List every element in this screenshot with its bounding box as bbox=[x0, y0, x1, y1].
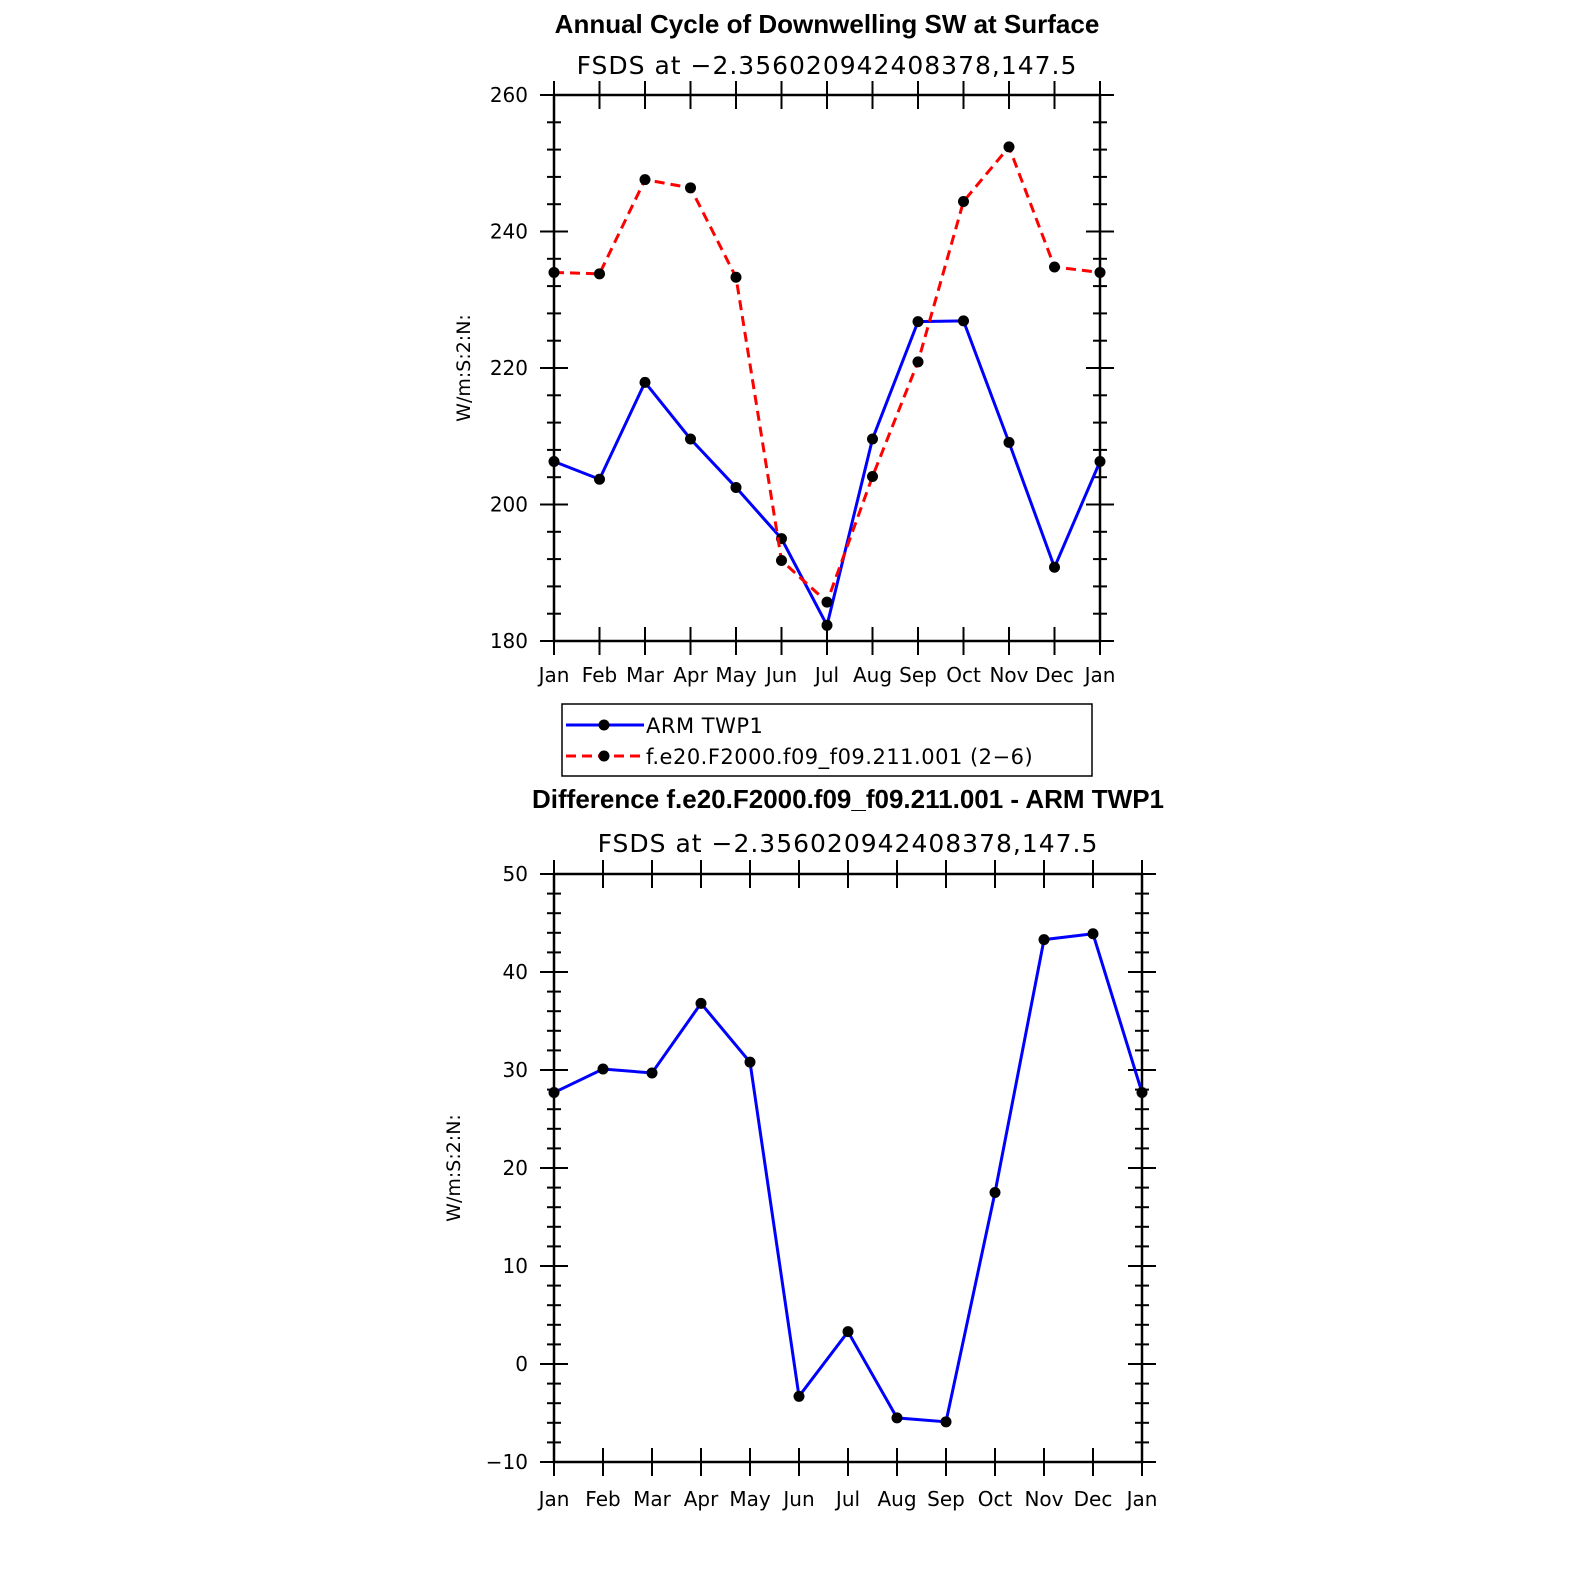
x-tick-label: Jul bbox=[813, 663, 839, 687]
plot-frame bbox=[552, 872, 1144, 1464]
x-tick-label: Apr bbox=[684, 1487, 719, 1511]
data-point bbox=[1049, 261, 1060, 273]
x-tick-label: Nov bbox=[989, 663, 1028, 687]
data-point bbox=[639, 174, 651, 186]
data-point bbox=[793, 1390, 805, 1402]
x-tick-label: Apr bbox=[673, 663, 708, 687]
data-point bbox=[912, 316, 924, 328]
data-point bbox=[1003, 436, 1015, 448]
data-point bbox=[1094, 456, 1106, 468]
y-tick-label: 0 bbox=[515, 1352, 528, 1376]
data-point bbox=[685, 433, 696, 445]
x-tick-label: May bbox=[729, 1487, 771, 1511]
data-point bbox=[1136, 1087, 1148, 1099]
x-tick-label: Feb bbox=[585, 1487, 620, 1511]
y-tick-label: 30 bbox=[503, 1058, 528, 1082]
x-tick-label: Mar bbox=[633, 1487, 672, 1511]
series-line-2 bbox=[553, 143, 1101, 605]
y-tick-label: 10 bbox=[503, 1254, 528, 1278]
y-axis-label: W/m:S:2:N: bbox=[443, 1114, 465, 1222]
x-tick-label: Oct bbox=[978, 1487, 1013, 1511]
x-tick-label: Nov bbox=[1024, 1487, 1063, 1511]
x-tick-label: Jan bbox=[1083, 663, 1116, 687]
data-point bbox=[989, 1187, 1001, 1198]
data-point bbox=[548, 266, 560, 278]
data-point bbox=[685, 182, 696, 194]
data-point bbox=[891, 1412, 903, 1424]
data-point bbox=[730, 271, 742, 283]
data-point bbox=[958, 315, 969, 327]
legend-swatch-marker bbox=[598, 719, 610, 731]
data-point bbox=[821, 619, 833, 631]
data-point bbox=[1038, 934, 1050, 946]
x-tick-label: Feb bbox=[582, 663, 617, 687]
y-tick-label: 50 bbox=[503, 862, 528, 886]
chart-title: Annual Cycle of Downwelling SW at Surfac… bbox=[555, 9, 1100, 39]
data-point bbox=[695, 997, 707, 1009]
x-tick-label: Aug bbox=[877, 1487, 916, 1511]
y-tick-label: 220 bbox=[490, 356, 528, 380]
plot-frame bbox=[552, 93, 1102, 643]
x-tick-label: Oct bbox=[946, 663, 981, 687]
data-point bbox=[597, 1063, 609, 1075]
x-tick-label: Dec bbox=[1035, 663, 1074, 687]
y-axis-label: W/m:S:2:N: bbox=[453, 314, 475, 422]
chart-subtitle: FSDS at −2.356020942408378,147.5 bbox=[577, 51, 1078, 80]
data-point bbox=[594, 268, 605, 280]
data-point bbox=[1003, 141, 1015, 153]
data-point bbox=[1094, 266, 1106, 278]
x-tick-label: Jul bbox=[834, 1487, 860, 1511]
x-tick-label: May bbox=[715, 663, 757, 687]
data-point bbox=[639, 376, 651, 388]
x-tick-label: Jun bbox=[781, 1487, 814, 1511]
data-point bbox=[1049, 561, 1060, 573]
x-tick-label: Jan bbox=[1125, 1487, 1158, 1511]
chart-1: Annual Cycle of Downwelling SW at Surfac… bbox=[453, 9, 1115, 687]
y-tick-label: 40 bbox=[503, 960, 528, 984]
chart-title: Difference f.e20.F2000.f09_f09.211.001 -… bbox=[532, 784, 1164, 814]
data-point bbox=[867, 433, 878, 445]
data-point bbox=[958, 195, 969, 207]
data-point bbox=[744, 1056, 756, 1068]
x-tick-label: Jan bbox=[537, 663, 570, 687]
y-tick-label: 20 bbox=[503, 1156, 528, 1180]
data-point bbox=[594, 473, 605, 485]
x-tick-label: Dec bbox=[1074, 1487, 1113, 1511]
y-tick-label: 180 bbox=[490, 629, 528, 653]
legend-swatch-marker bbox=[598, 750, 610, 762]
data-point bbox=[646, 1067, 658, 1079]
x-tick-label: Mar bbox=[626, 663, 665, 687]
legend-box bbox=[561, 703, 1093, 777]
data-point bbox=[548, 1087, 560, 1099]
x-tick-label: Jun bbox=[764, 663, 797, 687]
series-line-1 bbox=[553, 319, 1102, 630]
x-tick-label: Sep bbox=[927, 1487, 965, 1511]
y-tick-label: 200 bbox=[490, 493, 528, 517]
data-point bbox=[730, 481, 742, 493]
data-point bbox=[867, 471, 878, 483]
series-line-1 bbox=[553, 932, 1144, 1424]
y-tick-label: 240 bbox=[490, 220, 528, 244]
y-tick-label: −10 bbox=[486, 1450, 528, 1474]
data-point bbox=[912, 356, 924, 368]
x-tick-label: Jan bbox=[537, 1487, 570, 1511]
legend: ARM TWP1 f.e20.F2000.f09_f09.211.001 (2−6… bbox=[561, 703, 1093, 777]
chart-subtitle: FSDS at −2.356020942408378,147.5 bbox=[598, 829, 1099, 858]
data-point bbox=[776, 554, 787, 566]
data-point bbox=[940, 1416, 952, 1428]
legend-entry-label: f.e20.F2000.f09_f09.211.001 (2−6) bbox=[646, 745, 1033, 770]
x-tick-label: Aug bbox=[853, 663, 892, 687]
chart-2: Difference f.e20.F2000.f09_f09.211.001 -… bbox=[443, 784, 1164, 1511]
data-point bbox=[1087, 928, 1099, 940]
y-tick-label: 260 bbox=[490, 83, 528, 107]
legend-entry-label: ARM TWP1 bbox=[646, 714, 763, 738]
x-tick-label: Sep bbox=[899, 663, 937, 687]
data-point bbox=[842, 1326, 854, 1338]
data-point bbox=[821, 596, 833, 608]
data-point bbox=[548, 456, 560, 468]
